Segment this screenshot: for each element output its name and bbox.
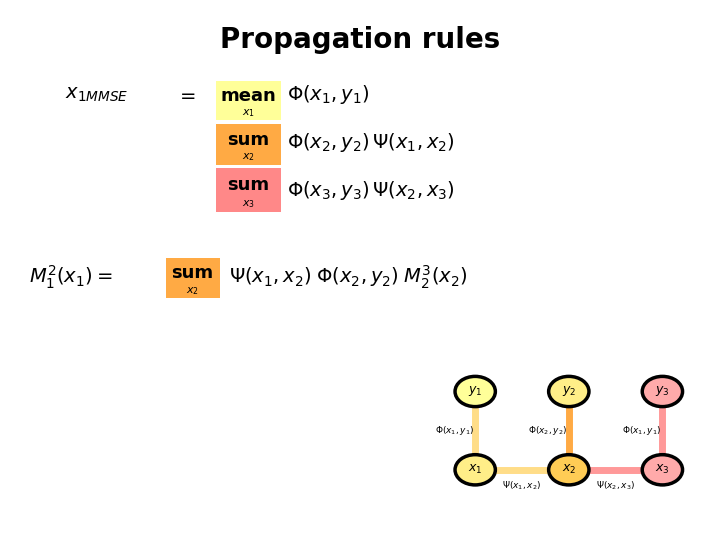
Text: Propagation rules: Propagation rules <box>220 26 500 55</box>
Text: $\Psi(x_2,x_3)$: $\Psi(x_2,x_3)$ <box>596 480 635 492</box>
Circle shape <box>455 455 495 485</box>
Text: $\Phi(x_1,y_1)$: $\Phi(x_1,y_1)$ <box>622 424 661 437</box>
Text: $x_1$: $x_1$ <box>468 463 482 476</box>
Text: sum: sum <box>228 176 269 194</box>
Text: $\Psi(x_1,x_2)$: $\Psi(x_1,x_2)$ <box>503 480 541 492</box>
Text: $x_2$: $x_2$ <box>242 152 255 163</box>
FancyBboxPatch shape <box>166 258 220 298</box>
Text: $\Phi(x_1,y_1)$: $\Phi(x_1,y_1)$ <box>435 424 474 437</box>
Text: mean: mean <box>220 87 276 105</box>
Text: $\Phi(x_3,y_3)\,\Psi(x_2,x_3)$: $\Phi(x_3,y_3)\,\Psi(x_2,x_3)$ <box>287 179 454 201</box>
Text: $y_3$: $y_3$ <box>655 384 670 399</box>
Text: $x_3$: $x_3$ <box>242 198 255 210</box>
Circle shape <box>455 376 495 407</box>
Text: $x_1$: $x_1$ <box>242 107 255 119</box>
Text: $y_2$: $y_2$ <box>562 384 576 399</box>
Circle shape <box>549 376 589 407</box>
Text: $M_1^2(x_1)=$: $M_1^2(x_1)=$ <box>29 264 112 291</box>
Circle shape <box>642 455 683 485</box>
Text: $\Phi(x_2,y_2)$: $\Phi(x_2,y_2)$ <box>528 424 567 437</box>
Text: $y_1$: $y_1$ <box>468 384 482 399</box>
Text: $x_3$: $x_3$ <box>655 463 670 476</box>
Text: $=$: $=$ <box>176 85 196 104</box>
Text: $\Phi(x_2,y_2)\,\Psi(x_1,x_2)$: $\Phi(x_2,y_2)\,\Psi(x_1,x_2)$ <box>287 131 454 153</box>
Circle shape <box>642 376 683 407</box>
Text: $\Phi(x_1,y_1)$: $\Phi(x_1,y_1)$ <box>287 83 369 106</box>
Text: $x_2$: $x_2$ <box>186 285 199 296</box>
Text: $\Psi(x_1,x_2)\;\Phi(x_2,y_2)\;M_2^3(x_2)$: $\Psi(x_1,x_2)\;\Phi(x_2,y_2)\;M_2^3(x_2… <box>229 264 467 291</box>
Text: sum: sum <box>228 131 269 149</box>
Text: $x_{1MMSE}$: $x_{1MMSE}$ <box>65 85 128 104</box>
FancyBboxPatch shape <box>216 168 281 212</box>
FancyBboxPatch shape <box>216 124 281 165</box>
Text: $x_2$: $x_2$ <box>562 463 576 476</box>
FancyBboxPatch shape <box>216 81 281 120</box>
Circle shape <box>549 455 589 485</box>
Text: sum: sum <box>171 264 214 282</box>
